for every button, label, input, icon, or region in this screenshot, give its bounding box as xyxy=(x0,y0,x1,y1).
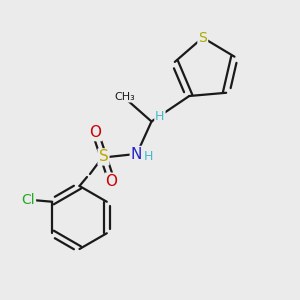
Text: H: H xyxy=(144,150,153,164)
Text: O: O xyxy=(89,125,101,140)
Text: CH₃: CH₃ xyxy=(114,92,135,102)
Text: S: S xyxy=(99,149,108,164)
Text: S: S xyxy=(198,31,207,45)
Text: N: N xyxy=(131,147,142,162)
Text: Cl: Cl xyxy=(21,193,35,207)
Text: H: H xyxy=(155,110,165,124)
Text: O: O xyxy=(106,174,118,189)
